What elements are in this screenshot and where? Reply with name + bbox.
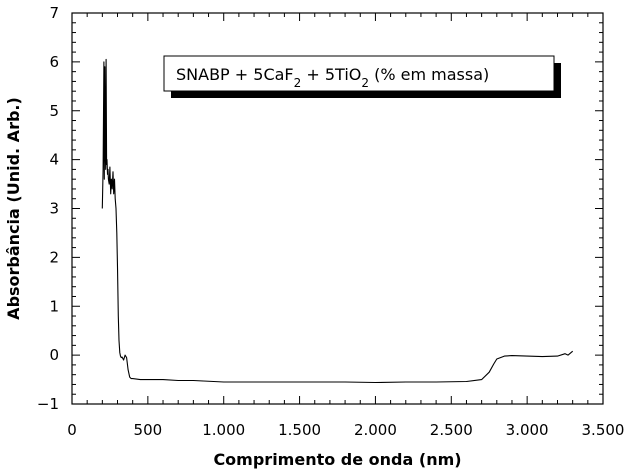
y-tick-label: 4: [49, 151, 59, 169]
y-axis-title: Absorbância (Unid. Arb.): [4, 97, 23, 320]
y-tick-label: 6: [49, 53, 59, 71]
legend-subscript: 2: [361, 76, 369, 90]
x-tick-label: 3.500: [582, 421, 625, 439]
x-tick-label: 1.500: [278, 421, 321, 439]
x-tick-label: 1.000: [202, 421, 245, 439]
legend-text-part: + 5TiO: [301, 65, 361, 84]
y-tick-label: 2: [49, 248, 59, 266]
y-tick-label: 0: [49, 346, 59, 364]
y-tick-label: 7: [49, 4, 59, 22]
y-axis: −1 0 1 2 3 4 5 6 7: [37, 4, 603, 413]
y-tick-label: 5: [49, 102, 59, 120]
legend-text-part: SNABP + 5CaF: [176, 65, 294, 84]
legend: SNABP + 5CaF2 + 5TiO2 (% em massa): [163, 55, 561, 98]
x-tick-label: 2.500: [430, 421, 473, 439]
x-tick-label: 0: [67, 421, 77, 439]
x-tick-label: 3.000: [506, 421, 549, 439]
x-tick-label: 2.000: [354, 421, 397, 439]
x-axis: 0 500 1.000 1.500 2.000 2.500 3.000 3.500: [67, 13, 624, 439]
legend-subscript: 2: [294, 76, 302, 90]
y-tick-label: −1: [37, 395, 59, 413]
legend-box: [163, 55, 555, 92]
legend-entry: SNABP + 5CaF2 + 5TiO2 (% em massa): [176, 65, 489, 90]
y-tick-label: 1: [49, 297, 59, 315]
absorbance-series-line: [101, 58, 574, 384]
legend-text-part: (% em massa): [369, 65, 489, 84]
series-layer: [101, 58, 574, 384]
x-axis-title: Comprimento de onda (nm): [213, 450, 461, 469]
y-tick-label: 3: [49, 200, 59, 218]
x-tick-label: 500: [134, 421, 163, 439]
